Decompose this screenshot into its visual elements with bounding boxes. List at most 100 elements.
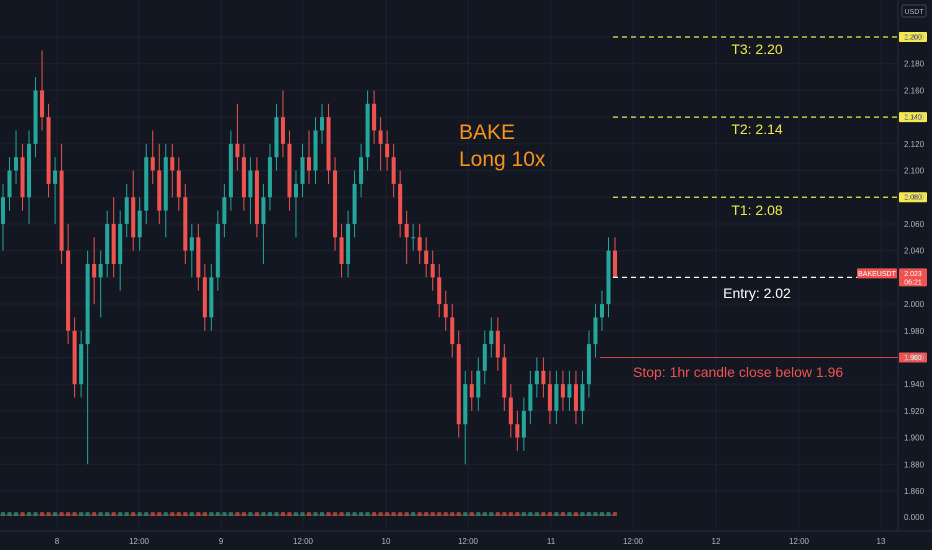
volume-bar — [163, 512, 168, 516]
candle-body — [124, 197, 129, 224]
candle — [14, 130, 19, 184]
currency-badge[interactable]: USDT — [901, 4, 927, 18]
candle-body — [170, 157, 175, 171]
level-price-tag-text: 1.960 — [904, 355, 922, 362]
candle — [72, 317, 77, 398]
volume-bar — [150, 512, 155, 516]
candle-body — [215, 223, 220, 278]
candle-body — [547, 384, 552, 411]
annotation-position: Long 10x — [459, 148, 546, 171]
candle — [176, 157, 181, 211]
price-tick-label: 2.180 — [904, 60, 925, 69]
time-axis[interactable]: 8 12:00 9 12:00 10 12:00 11 12:00 12 12:00 13 — [55, 537, 886, 546]
volume-bar — [365, 512, 370, 516]
candle — [92, 237, 97, 305]
volume-bar — [599, 512, 604, 516]
volume-bar — [333, 512, 338, 516]
volume-bar — [586, 512, 591, 516]
price-tick-label: 1.940 — [904, 380, 925, 389]
volume-bar — [306, 512, 312, 516]
candle — [79, 330, 84, 398]
candle — [33, 77, 38, 158]
time-tick-label: 12:00 — [623, 537, 644, 546]
volume-bar — [280, 512, 285, 516]
candle — [372, 90, 377, 144]
volume-bar — [476, 512, 481, 516]
candle — [254, 157, 259, 238]
candle — [476, 357, 481, 411]
candle — [599, 290, 604, 331]
candle-body — [150, 157, 155, 171]
candle — [111, 197, 116, 278]
volume-bar — [547, 512, 552, 516]
candle — [124, 183, 129, 238]
volume-bar — [567, 512, 572, 516]
candle — [495, 317, 500, 371]
candle — [398, 170, 403, 238]
time-tick-label: 10 — [382, 537, 391, 546]
volume-bar — [437, 512, 442, 516]
candle — [293, 170, 298, 238]
volume-bar — [105, 512, 110, 516]
volume-bar — [196, 512, 201, 516]
volume-bar — [411, 512, 416, 516]
volume-bar — [144, 512, 149, 516]
volume-bar — [502, 512, 507, 516]
candle — [20, 143, 25, 211]
candle — [235, 103, 240, 171]
candle-body — [593, 317, 598, 345]
volume-bar — [300, 512, 305, 516]
volume-bar — [228, 512, 233, 516]
candle-body — [267, 157, 272, 198]
candle — [280, 90, 285, 158]
candle — [463, 370, 468, 465]
volume-bar — [495, 512, 500, 516]
countdown-text: 06:21 — [904, 279, 922, 286]
candle-body — [131, 197, 136, 238]
candle-body — [183, 197, 188, 251]
price-axis[interactable]: 2.200 2.180 2.160 2.140 2.120 2.100 2.080 2.060… — [857, 33, 927, 522]
candle — [105, 210, 110, 278]
candle — [469, 370, 474, 411]
candle-body — [293, 183, 298, 198]
candle — [27, 130, 32, 224]
candle — [326, 103, 331, 184]
volume-bar — [398, 512, 403, 516]
candle-body — [176, 170, 181, 198]
last-price-text: 2.023 — [904, 271, 922, 278]
volume-bar — [320, 512, 325, 516]
volume-bar — [170, 512, 175, 516]
level-label: T2: 2.14 — [731, 121, 783, 137]
candle — [346, 210, 351, 278]
candle-body — [515, 424, 520, 438]
candle-body — [111, 223, 116, 264]
candle-body — [300, 157, 305, 184]
volume-bar — [53, 512, 58, 516]
candle — [118, 210, 123, 291]
grid — [0, 0, 932, 532]
level-price-tag — [899, 32, 927, 42]
candle-body — [53, 170, 58, 184]
volume-bar — [46, 512, 51, 516]
candle — [391, 143, 396, 198]
candle — [306, 130, 312, 184]
volume-bar — [372, 512, 377, 516]
volume-bar — [131, 512, 136, 516]
volume-bar — [85, 512, 90, 516]
candle — [443, 290, 448, 331]
volume-bar — [534, 512, 539, 516]
candle — [131, 170, 136, 251]
candle-body — [59, 170, 64, 251]
candles — [0, 50, 618, 465]
price-tick-label: 2.080 — [904, 193, 925, 202]
candle-body — [476, 370, 481, 398]
time-tick-label: 9 — [219, 537, 224, 546]
candle — [241, 143, 246, 211]
volume-bar — [241, 512, 246, 516]
candle-body — [398, 183, 403, 224]
candle-body — [489, 330, 494, 345]
candle-body — [359, 157, 364, 184]
symbol-tag — [857, 268, 897, 279]
